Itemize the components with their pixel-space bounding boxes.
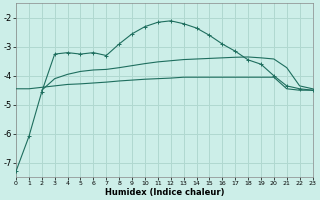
X-axis label: Humidex (Indice chaleur): Humidex (Indice chaleur)	[105, 188, 224, 197]
